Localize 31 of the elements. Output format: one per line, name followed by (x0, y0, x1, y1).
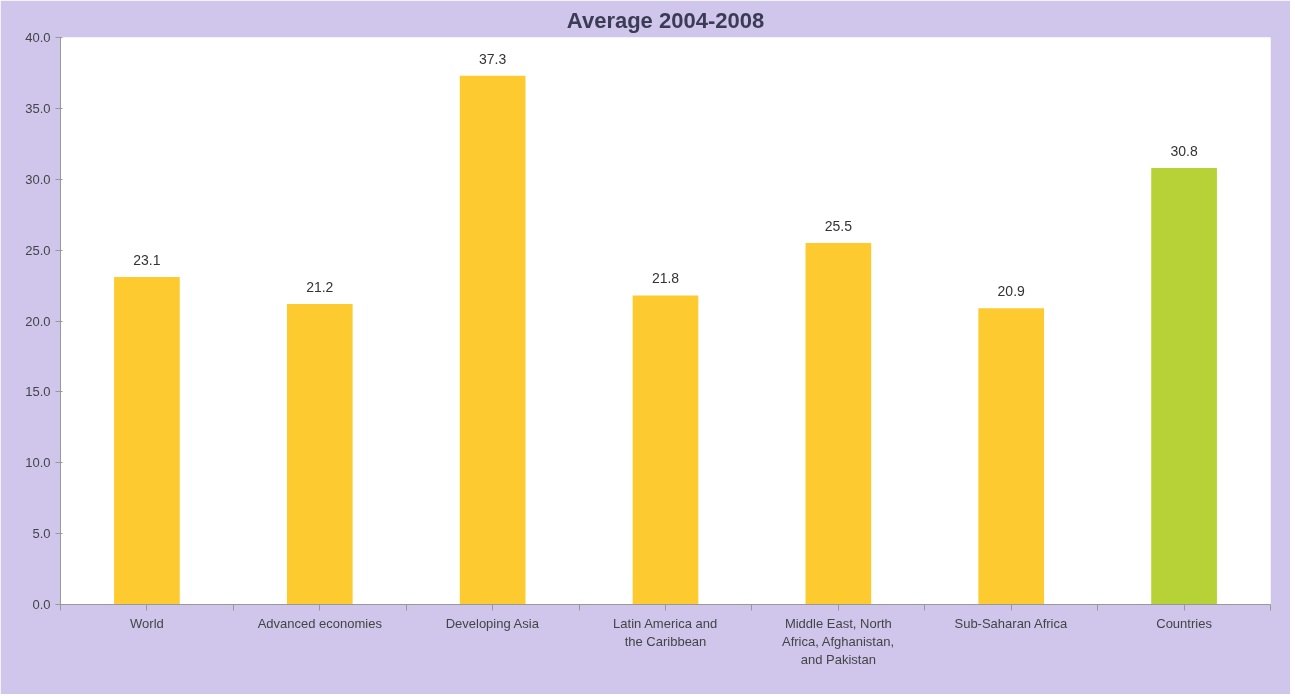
x-tick-label: Sub-Saharan Africa (954, 615, 1068, 631)
y-tick-label: 25.0 (25, 242, 51, 258)
bar (114, 277, 180, 605)
data-label: 20.9 (997, 283, 1026, 300)
y-tick-label: 0.0 (32, 597, 51, 612)
x-tick-label: Developing Asia (445, 615, 540, 631)
data-label: 25.5 (824, 218, 853, 235)
data-label: 21.2 (306, 278, 334, 295)
y-tick-label: 20.0 (25, 313, 51, 329)
x-tick-label: Latin America and the Caribbean (613, 615, 718, 649)
x-tick-label: Advanced economies (257, 615, 383, 631)
data-label: 30.8 (1170, 142, 1198, 159)
chart-title: Average 2004-2008 (566, 7, 765, 33)
y-tick-label: 40.0 (25, 30, 51, 45)
y-tick-label: 10.0 (25, 455, 51, 471)
data-label: 23.1 (133, 252, 161, 269)
data-label: 21.8 (651, 270, 680, 287)
y-tick-label: 15.0 (25, 384, 51, 400)
x-tick-label: Middle East, North Africa, Afghanistan, and Pakistan (781, 615, 895, 667)
y-tick-label: 5.0 (32, 526, 51, 542)
data-label: 37.3 (479, 50, 507, 67)
bar (459, 75, 526, 605)
bar (805, 243, 872, 605)
y-tick-label: 30.0 (25, 171, 51, 187)
x-tick-label: World (130, 615, 164, 631)
y-tick-label: 35.0 (25, 100, 51, 116)
bar (1151, 167, 1217, 605)
x-tick-label: Countries (1156, 615, 1213, 631)
bar (286, 303, 353, 605)
bar (632, 295, 699, 605)
bar (978, 308, 1045, 605)
